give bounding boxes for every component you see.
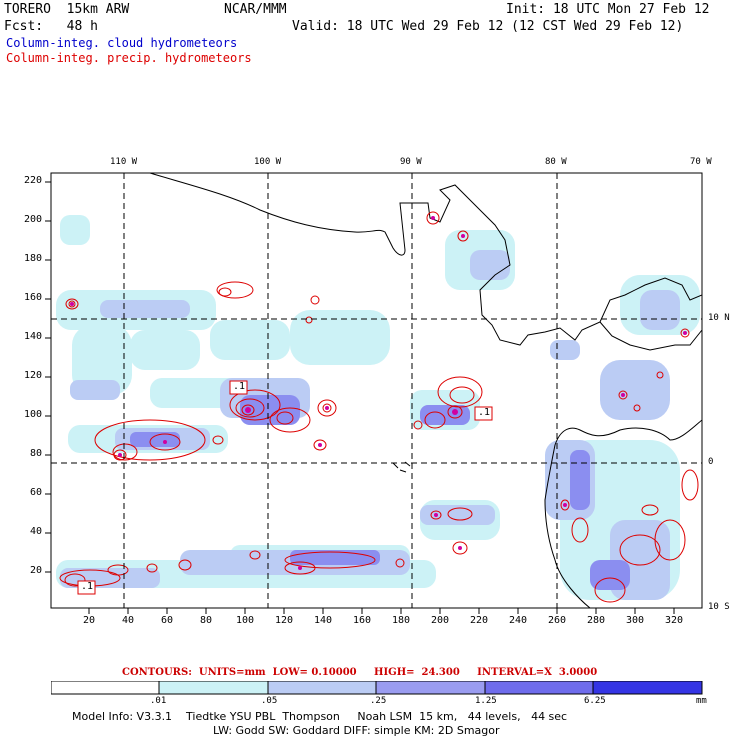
legend-cloud: Column-integ. cloud hydrometeors	[6, 36, 238, 50]
colorbar-label: .01	[150, 696, 167, 706]
x-tick-label: 300	[626, 615, 645, 626]
y-tick-label: 60	[30, 487, 43, 498]
valid-time: Valid: 18 UTC Wed 29 Feb 12 (12 CST Wed …	[292, 19, 684, 34]
organization-label: NCAR/MMM	[224, 2, 287, 17]
x-tick-label: 100	[236, 615, 255, 626]
colorbar	[51, 681, 703, 695]
x-tick-label: 220	[470, 615, 489, 626]
lat-label: 0	[708, 457, 714, 467]
lon-label: 80 W	[545, 157, 567, 167]
physics-info-line: LW: Godd SW: Goddard DIFF: simple KM: 2D…	[213, 724, 500, 737]
lat-lon-grid	[51, 173, 702, 608]
contour-label: .1	[81, 581, 94, 592]
y-tick-label: 80	[30, 448, 43, 459]
x-tick-label: 140	[314, 615, 333, 626]
colorbar-label: 6.25	[584, 696, 606, 706]
x-tick-label: 40	[122, 615, 135, 626]
x-tick-label: 320	[665, 615, 684, 626]
colorbar-units: mm	[696, 696, 707, 706]
colorbar-label: .25	[370, 696, 387, 706]
x-tick-label: 80	[200, 615, 213, 626]
y-tick-label: 200	[24, 214, 43, 225]
plot-frame	[50, 172, 703, 609]
x-tick-label: 200	[431, 615, 450, 626]
lon-label: 100 W	[254, 157, 282, 167]
lon-label: 90 W	[400, 157, 422, 167]
x-tick-label: 280	[587, 615, 606, 626]
coastlines	[149, 173, 702, 608]
x-tick-label: 20	[83, 615, 96, 626]
init-time: Init: 18 UTC Mon 27 Feb 12	[506, 2, 710, 17]
colorbar-label: 1.25	[475, 696, 497, 706]
precip-contours	[59, 211, 699, 603]
forecast-hour: Fcst: 48 h	[4, 19, 98, 34]
contour-label-boxes	[77, 380, 493, 595]
lon-label: 70 W	[690, 157, 712, 167]
lat-label: 10 S	[708, 602, 730, 612]
lat-label: 10 N	[708, 313, 730, 323]
precip-maxima	[70, 216, 687, 570]
y-tick-label: 100	[24, 409, 43, 420]
legend-precip: Column-integ. precip. hydrometeors	[6, 51, 252, 65]
y-tick-label: 20	[30, 565, 43, 576]
x-tick-label: 160	[353, 615, 372, 626]
x-tick-label: 260	[548, 615, 567, 626]
x-tick-label: 60	[161, 615, 174, 626]
model-title: TORERO 15km ARW	[4, 2, 130, 17]
axis-ticks	[45, 181, 675, 614]
y-tick-label: 180	[24, 253, 43, 264]
y-tick-label: 160	[24, 292, 43, 303]
x-tick-label: 240	[509, 615, 528, 626]
y-tick-label: 120	[24, 370, 43, 381]
y-tick-label: 220	[24, 175, 43, 186]
y-tick-label: 140	[24, 331, 43, 342]
contours-info: CONTOURS: UNITS=mm LOW= 0.10000 HIGH= 24…	[122, 667, 598, 678]
contour-label: .1	[478, 407, 491, 418]
y-tick-label: 40	[30, 526, 43, 537]
model-info-line: Model Info: V3.3.1 Tiedtke YSU PBL Thomp…	[72, 710, 568, 723]
colorbar-label: .05	[261, 696, 278, 706]
x-tick-label: 120	[275, 615, 294, 626]
x-tick-label: 180	[392, 615, 411, 626]
contour-label: .1	[233, 381, 246, 392]
lon-label: 110 W	[110, 157, 138, 167]
